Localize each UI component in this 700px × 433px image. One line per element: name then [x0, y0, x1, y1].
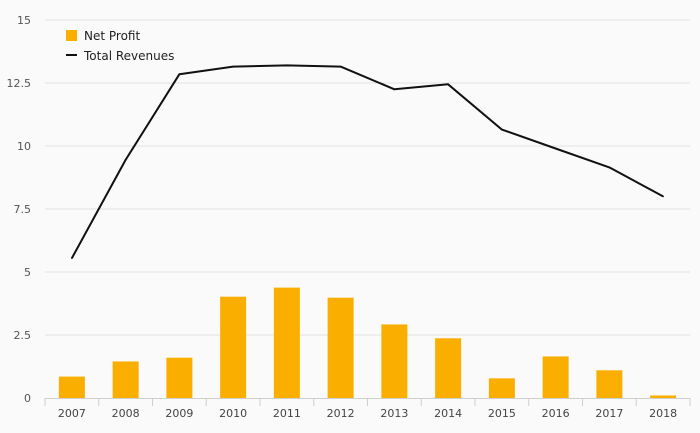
- bar-net-profit-2008: [112, 361, 139, 398]
- bar-net-profit-2009: [166, 357, 193, 398]
- bar-net-profit-2017: [596, 370, 623, 398]
- x-tick-label: 2011: [273, 407, 301, 420]
- bars: [58, 287, 677, 398]
- y-tick-label: 5: [24, 266, 31, 279]
- x-tick-label: 2010: [219, 407, 247, 420]
- bar-net-profit-2016: [542, 356, 569, 398]
- point-total-revenues-2008: [124, 159, 127, 161]
- y-axis-ticks: 0 2.5 5 7.5 10 12.5 15: [7, 14, 32, 405]
- point-total-revenues-2014: [447, 83, 449, 86]
- point-total-revenues-2007: [71, 257, 73, 259]
- y-tick-label: 12.5: [7, 77, 32, 90]
- point-total-revenues-2017: [608, 166, 611, 169]
- point-total-revenues-2012: [339, 65, 342, 68]
- point-total-revenues-2011: [286, 64, 288, 67]
- x-tick-label: 2016: [542, 407, 570, 420]
- x-tick-label: 2008: [112, 407, 140, 420]
- y-tick-label: 0: [24, 392, 31, 405]
- x-tick-label: 2012: [327, 407, 355, 420]
- y-tick-label: 10: [17, 140, 31, 153]
- bar-net-profit-2015: [488, 378, 515, 398]
- x-tick-label: 2007: [58, 407, 86, 420]
- point-total-revenues-2015: [501, 128, 503, 131]
- x-tick-label: 2013: [380, 407, 408, 420]
- bar-net-profit-2011: [273, 287, 300, 398]
- y-tick-label: 2.5: [14, 329, 32, 342]
- x-tick-label: 2017: [595, 407, 623, 420]
- legend-swatch-total-revenues: [66, 54, 77, 56]
- bar-net-profit-2007: [58, 376, 85, 398]
- point-total-revenues-2009: [178, 73, 181, 75]
- legend-label-total-revenues: Total Revenues: [83, 49, 174, 63]
- legend-swatch-net-profit: [66, 30, 77, 41]
- point-total-revenues-2016: [554, 147, 557, 150]
- bar-net-profit-2014: [435, 338, 462, 398]
- y-tick-label: 7.5: [14, 203, 32, 216]
- legend: Net Profit Total Revenues: [66, 29, 174, 63]
- lines: [71, 64, 664, 259]
- bar-net-profit-2010: [220, 296, 247, 398]
- x-axis: 2007 2008 2009 2010 2011 2012 2013 2014 2015 2016…: [44, 398, 691, 420]
- point-total-revenues-2018: [662, 195, 664, 198]
- bar-net-profit-2012: [327, 297, 354, 398]
- y-tick-label: 15: [17, 14, 31, 27]
- x-tick-label: 2018: [649, 407, 677, 420]
- line-total-revenues: [71, 64, 664, 259]
- x-tick-label: 2009: [165, 407, 193, 420]
- grid: [45, 19, 690, 336]
- bar-net-profit-2013: [381, 324, 408, 398]
- x-tick-label: 2015: [488, 407, 516, 420]
- x-tick-label: 2014: [434, 407, 462, 420]
- bar-net-profit-2018: [650, 395, 677, 398]
- point-total-revenues-2010: [232, 65, 234, 68]
- point-total-revenues-2013: [393, 88, 396, 91]
- legend-label-net-profit: Net Profit: [84, 29, 140, 43]
